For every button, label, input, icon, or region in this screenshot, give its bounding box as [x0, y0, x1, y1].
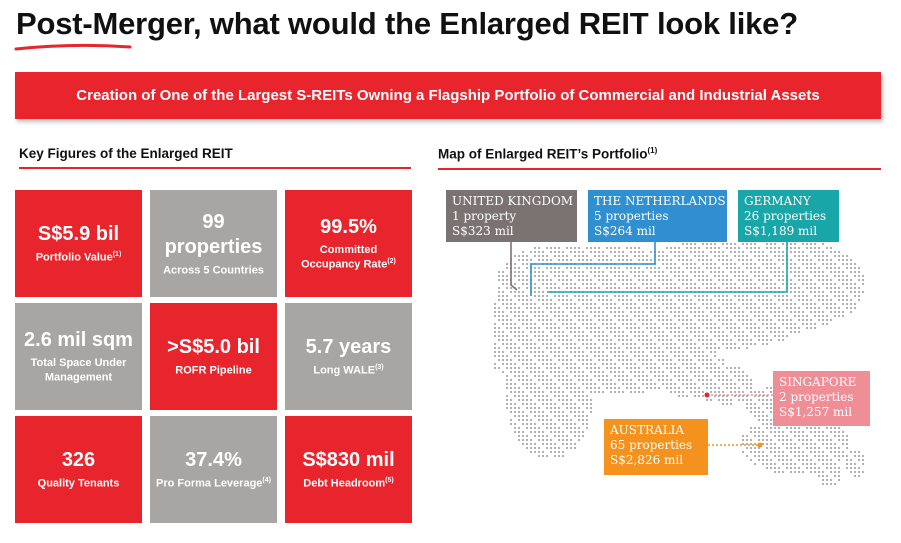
tile-label: Total Space Under Management: [19, 356, 138, 385]
region-name: SINGAPORE: [779, 375, 864, 390]
region-properties: 5 properties: [594, 209, 721, 224]
map-heading-text: Map of Enlarged REIT’s Portfolio: [438, 147, 648, 162]
callout-germany: GERMANY 26 properties S$1,189 mil: [738, 190, 839, 242]
headline-banner: Creation of One of the Largest S-REITs O…: [15, 72, 881, 119]
tile-label: ROFR Pipeline: [175, 363, 251, 378]
portfolio-map: UNITED KINGDOM 1 property S$323 mil THE …: [435, 180, 885, 500]
region-name: AUSTRALIA: [610, 423, 702, 438]
region-value: S$2,826 mil: [610, 453, 702, 468]
region-value: S$1,189 mil: [744, 224, 833, 239]
key-figure-tile-rofr-pipeline: >S$5.0 bil ROFR Pipeline: [150, 303, 277, 410]
key-figure-tile-total-space: 2.6 mil sqm Total Space Under Management: [15, 303, 142, 410]
region-properties: 65 properties: [610, 438, 702, 453]
key-figure-tile-debt-headroom: S$830 mil Debt Headroom(5): [285, 416, 412, 523]
callout-australia: AUSTRALIA 65 properties S$2,826 mil: [604, 419, 708, 475]
tile-value: >S$5.0 bil: [167, 335, 260, 360]
region-name: UNITED KINGDOM: [452, 194, 571, 209]
tile-label: Quality Tenants: [38, 476, 120, 491]
title-underline: [14, 41, 134, 53]
tile-value: 99.5%: [320, 215, 377, 240]
callout-united-kingdom: UNITED KINGDOM 1 property S$323 mil: [446, 190, 577, 242]
tile-value: S$5.9 bil: [38, 222, 119, 247]
map-heading-footnote: (1): [648, 146, 658, 155]
region-name: THE NETHERLANDS: [594, 194, 721, 209]
region-name: GERMANY: [744, 194, 833, 209]
key-figures-heading: Key Figures of the Enlarged REIT: [19, 146, 411, 169]
connector-netherlands: [531, 238, 655, 296]
key-figure-tile-tenants: 326 Quality Tenants: [15, 416, 142, 523]
callout-singapore: SINGAPORE 2 properties S$1,257 mil: [773, 371, 870, 426]
tile-value: 2.6 mil sqm: [24, 328, 133, 353]
region-value: S$264 mil: [594, 224, 721, 239]
callout-netherlands: THE NETHERLANDS 5 properties S$264 mil: [588, 190, 727, 242]
key-figures-heading-text: Key Figures of the Enlarged REIT: [19, 146, 233, 161]
marker-singapore: [705, 393, 710, 398]
tile-label: Portfolio Value(1): [36, 250, 122, 265]
region-value: S$323 mil: [452, 224, 571, 239]
region-properties: 2 properties: [779, 390, 864, 405]
region-properties: 26 properties: [744, 209, 833, 224]
region-properties: 1 property: [452, 209, 571, 224]
tile-label: Across 5 Countries: [163, 263, 264, 278]
tile-value: S$830 mil: [302, 448, 394, 473]
page-title: Post-Merger, what would the Enlarged REI…: [16, 6, 798, 42]
tile-value: 326: [62, 448, 95, 473]
tile-label: Pro Forma Leverage(4): [156, 476, 271, 491]
tile-label: Debt Headroom(5): [303, 476, 393, 491]
region-value: S$1,257 mil: [779, 405, 864, 420]
banner-text: Creation of One of the Largest S-REITs O…: [76, 87, 819, 104]
tile-label: Committed Occupancy Rate(2): [289, 243, 408, 272]
key-figures-grid: S$5.9 bil Portfolio Value(1) 99 properti…: [15, 190, 412, 523]
tile-value: 99 properties: [154, 210, 273, 260]
marker-australia: [758, 443, 763, 448]
tile-label: Long WALE(3): [313, 363, 383, 378]
key-figure-tile-occupancy: 99.5% Committed Occupancy Rate(2): [285, 190, 412, 297]
map-heading: Map of Enlarged REIT’s Portfolio(1): [438, 146, 881, 170]
tile-value: 37.4%: [185, 448, 242, 473]
key-figure-tile-wale: 5.7 years Long WALE(3): [285, 303, 412, 410]
key-figure-tile-properties: 99 properties Across 5 Countries: [150, 190, 277, 297]
tile-value: 5.7 years: [306, 335, 392, 360]
key-figure-tile-leverage: 37.4% Pro Forma Leverage(4): [150, 416, 277, 523]
key-figure-tile-portfolio-value: S$5.9 bil Portfolio Value(1): [15, 190, 142, 297]
